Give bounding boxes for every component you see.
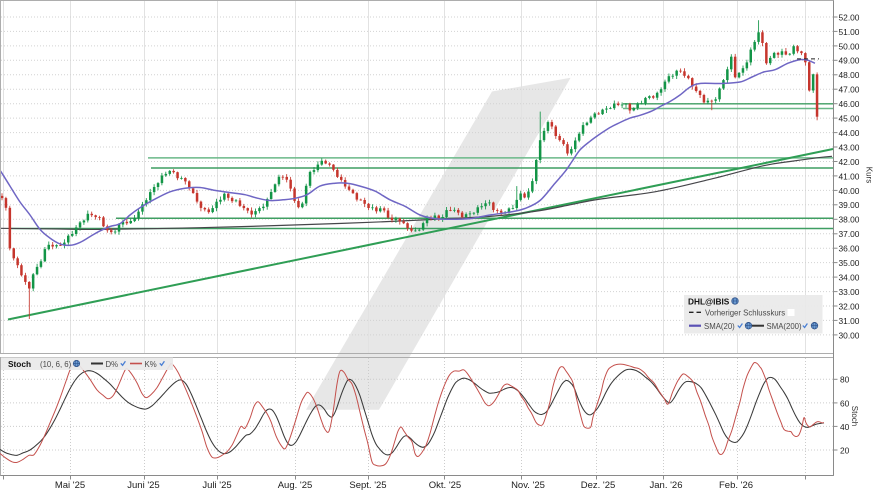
svg-text:Stoch: Stoch — [850, 406, 859, 426]
svg-text:D%: D% — [106, 360, 119, 369]
svg-text:50.00: 50.00 — [839, 41, 860, 51]
svg-text:42.00: 42.00 — [839, 157, 860, 167]
svg-text:Mai '25: Mai '25 — [55, 480, 85, 491]
svg-text:30.00: 30.00 — [839, 330, 860, 340]
svg-text:K%: K% — [145, 360, 157, 369]
svg-text:34.00: 34.00 — [839, 273, 860, 283]
svg-text:(10, 6, 6): (10, 6, 6) — [40, 360, 72, 369]
svg-text:Aug. '25: Aug. '25 — [278, 480, 313, 491]
svg-text:40: 40 — [840, 422, 850, 432]
svg-text:47.00: 47.00 — [839, 85, 860, 95]
svg-text:46.00: 46.00 — [839, 99, 860, 109]
svg-text:SMA(200): SMA(200) — [767, 322, 803, 331]
svg-text:Juli '25: Juli '25 — [202, 480, 231, 491]
svg-text:35.00: 35.00 — [839, 258, 860, 268]
svg-text:Okt. '25: Okt. '25 — [429, 480, 461, 491]
svg-text:32.00: 32.00 — [839, 301, 860, 311]
svg-text:Stoch: Stoch — [8, 359, 31, 369]
svg-text:Feb. '26: Feb. '26 — [719, 480, 753, 491]
svg-text:Kurs: Kurs — [865, 167, 874, 183]
svg-text:Vorheriger Schlusskurs: Vorheriger Schlusskurs — [705, 309, 785, 318]
svg-text:60: 60 — [840, 398, 850, 408]
svg-text:38.00: 38.00 — [839, 215, 860, 225]
svg-text:31.00: 31.00 — [839, 316, 860, 326]
svg-text:Nov. '25: Nov. '25 — [511, 480, 545, 491]
svg-text:39.00: 39.00 — [839, 200, 860, 210]
svg-text:Sept. '25: Sept. '25 — [349, 480, 386, 491]
svg-text:37.00: 37.00 — [839, 229, 860, 239]
svg-text:33.00: 33.00 — [839, 287, 860, 297]
svg-text:52.00: 52.00 — [839, 12, 860, 22]
svg-text:SMA(20): SMA(20) — [704, 322, 735, 331]
svg-text:43.00: 43.00 — [839, 142, 860, 152]
svg-text:49.00: 49.00 — [839, 56, 860, 66]
svg-text:Dez. '25: Dez. '25 — [581, 480, 616, 491]
svg-text:20: 20 — [840, 445, 850, 455]
svg-text:36.00: 36.00 — [839, 244, 860, 254]
svg-text:DHL@IBIS: DHL@IBIS — [688, 297, 730, 307]
svg-text:40.00: 40.00 — [839, 186, 860, 196]
svg-text:45.00: 45.00 — [839, 114, 860, 124]
svg-text:44.00: 44.00 — [839, 128, 860, 138]
svg-text:80: 80 — [840, 375, 850, 385]
svg-text:51.00: 51.00 — [839, 27, 860, 37]
svg-text:48.00: 48.00 — [839, 70, 860, 80]
svg-text:Jan. '26: Jan. '26 — [650, 480, 683, 491]
svg-text:Juni '25: Juni '25 — [127, 480, 159, 491]
svg-text:41.00: 41.00 — [839, 171, 860, 181]
